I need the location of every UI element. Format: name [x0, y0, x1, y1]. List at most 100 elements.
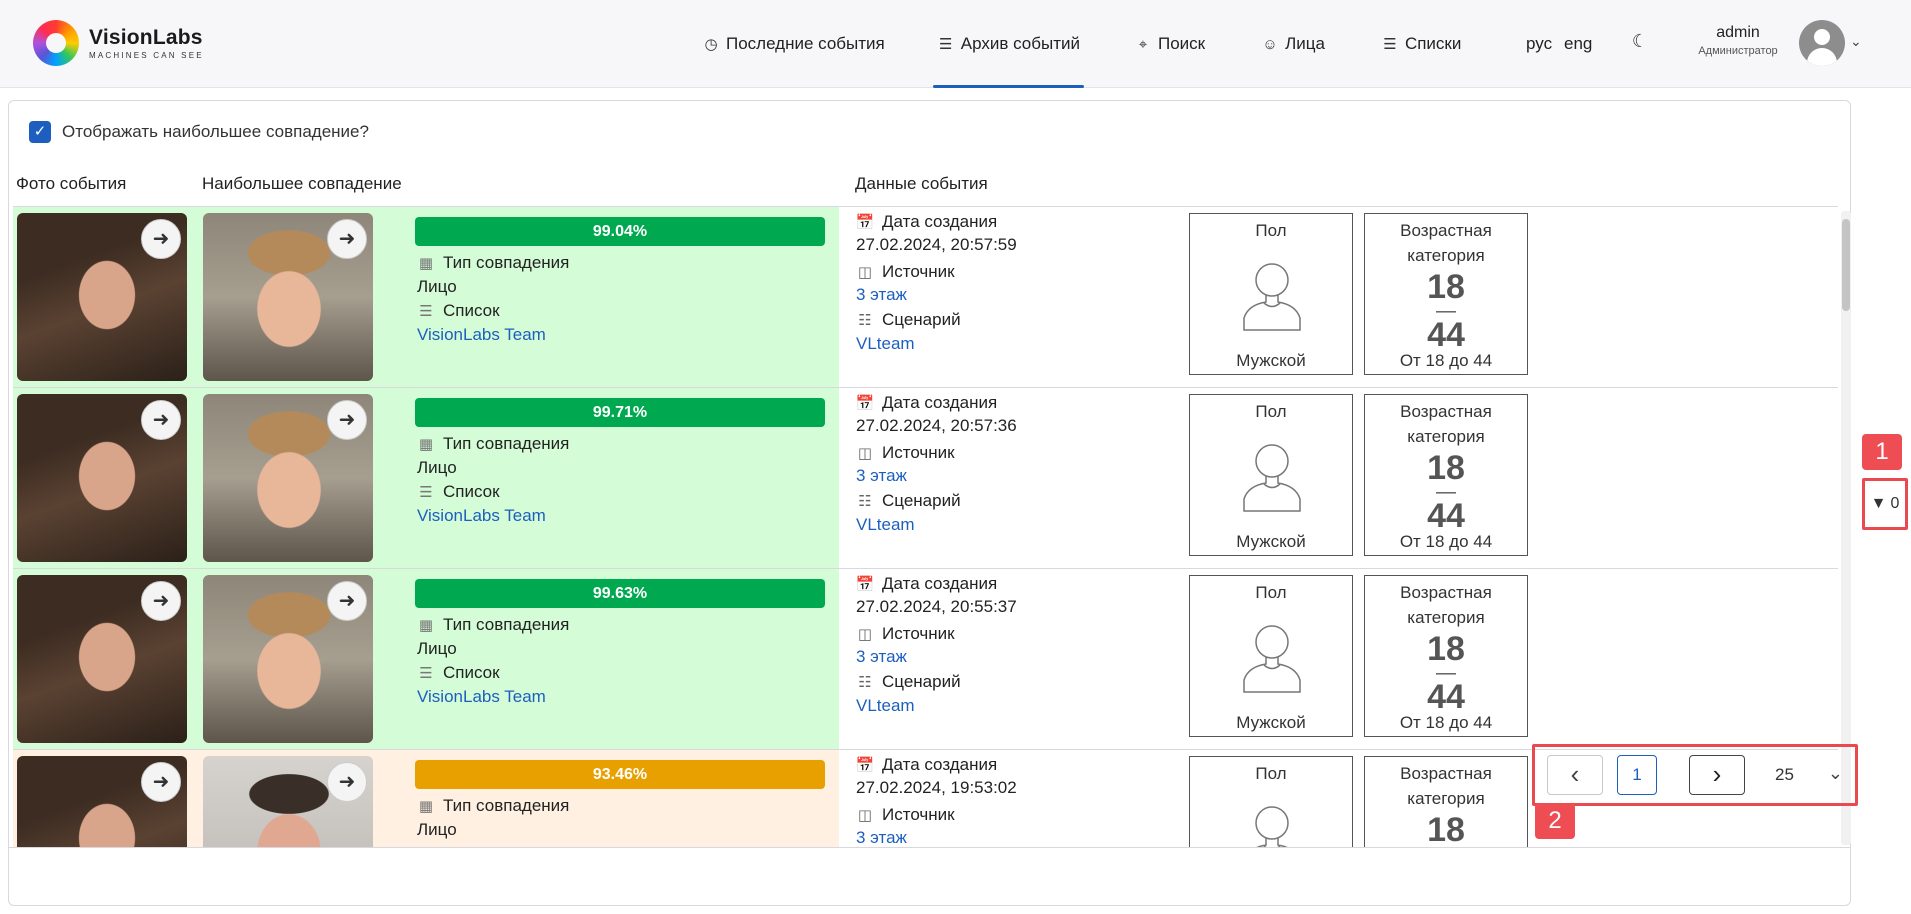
- nav-latest-events-label: Последние события: [726, 34, 885, 53]
- best-match-photo[interactable]: ➜: [203, 394, 373, 562]
- page-size-select[interactable]: 25 ⌄: [1757, 755, 1849, 795]
- column-header-event-photo: Фото события: [16, 174, 127, 193]
- events-panel: ✓ Отображать наибольшее совпадение? Фото…: [8, 100, 1851, 906]
- list-link[interactable]: VisionLabs Team: [417, 687, 546, 706]
- list-label: ☰Список: [415, 844, 499, 847]
- arrow-right-circle-icon[interactable]: ➜: [141, 581, 181, 621]
- avatar-icon[interactable]: [1799, 20, 1845, 66]
- list-label: ☰Список: [415, 482, 499, 502]
- arrow-right-circle-icon[interactable]: ➜: [327, 581, 367, 621]
- event-row[interactable]: ➜ ➜ 93.46% ▦Тип совпадения Лицо ☰Список 📅Дата …: [13, 750, 1838, 847]
- age-from: 18: [1427, 630, 1465, 668]
- nav-faces[interactable]: ☺ Лица: [1249, 0, 1337, 88]
- gender-title: Пол: [1255, 764, 1287, 783]
- list-icon: ☰: [415, 845, 437, 847]
- event-row[interactable]: ➜ ➜ 99.63% ▦ Тип совпадения Лицо ☰ Список Vision…: [13, 569, 1838, 750]
- column-header-event-data: Данные события: [855, 174, 988, 193]
- nav-event-archive[interactable]: ☰ Архив событий: [925, 0, 1092, 88]
- event-photo[interactable]: ➜: [17, 756, 187, 847]
- source-link[interactable]: 3 этаж: [856, 466, 907, 485]
- source-label: ◫ Источник: [854, 262, 955, 282]
- scenario-link[interactable]: VLteam: [856, 515, 915, 534]
- best-match-toggle[interactable]: ✓ Отображать наибольшее совпадение?: [29, 121, 369, 143]
- sliders-icon: ☷: [858, 674, 872, 691]
- chevron-down-icon[interactable]: ⌄: [1850, 33, 1862, 49]
- vertical-scrollbar[interactable]: [1841, 211, 1851, 845]
- page-size-value: 25: [1775, 765, 1794, 784]
- age-range-text: От 18 до 44: [1399, 532, 1493, 551]
- gender-card: Пол Мужской: [1189, 213, 1353, 375]
- filter-button[interactable]: ▼ 0: [1862, 478, 1908, 530]
- best-match-label: Отображать наибольшее совпадение?: [62, 122, 369, 141]
- event-row[interactable]: ➜ ➜ 99.04% ▦ Тип совпадения Лицо ☰ Список Vision…: [13, 207, 1838, 388]
- list-icon: ☰: [419, 665, 433, 682]
- age-separator: —: [1436, 481, 1456, 503]
- theme-toggle-moon-icon[interactable]: ☾: [1631, 31, 1649, 51]
- list-link[interactable]: VisionLabs Team: [417, 506, 546, 525]
- source-label: ◫ Источник: [854, 805, 955, 825]
- event-photo[interactable]: ➜: [17, 394, 187, 562]
- best-match-photo[interactable]: ➜: [203, 575, 373, 743]
- puzzle-icon: ▦: [418, 436, 434, 453]
- gender-value: Мужской: [1236, 532, 1306, 551]
- calendar-icon: 📅: [855, 576, 875, 593]
- app-header: VisionLabs MACHINES CAN SEE ◷ Последние …: [0, 0, 1911, 88]
- user-name: admin: [1716, 24, 1760, 41]
- created-label: 📅 Дата создания: [855, 574, 998, 593]
- arrow-right-circle-icon[interactable]: ➜: [141, 400, 181, 440]
- user-info[interactable]: admin Администратор: [1686, 24, 1790, 57]
- scrollbar-thumb[interactable]: [1842, 219, 1850, 311]
- event-row[interactable]: ➜ ➜ 99.71% ▦ Тип совпадения Лицо ☰ Список Vision…: [13, 388, 1838, 569]
- scenario-link[interactable]: VLteam: [856, 696, 915, 715]
- event-photo[interactable]: ➜: [17, 575, 187, 743]
- gender-value: Мужской: [1236, 713, 1306, 732]
- gender-card: Пол: [1189, 756, 1353, 847]
- similarity-score-bar: 93.46%: [415, 760, 825, 789]
- match-type-label: ▦ Тип совпадения: [415, 615, 569, 635]
- age-card: Возрастная категория 18—44 От 18 до 44: [1364, 575, 1528, 737]
- source-link[interactable]: 3 этаж: [856, 285, 907, 304]
- nav-search-label: Поиск: [1157, 34, 1206, 53]
- scenario-label: ☷ Сценарий: [854, 310, 960, 330]
- best-match-checkbox[interactable]: ✓: [29, 121, 51, 143]
- lang-ru[interactable]: рус: [1526, 34, 1553, 53]
- calendar-icon: 📅: [855, 395, 875, 412]
- crosshair-icon: ⌖: [1138, 35, 1148, 53]
- logo-ring-icon: [33, 20, 79, 66]
- age-range-text: От 18 до 44: [1399, 351, 1493, 370]
- chevron-down-icon: ⌄: [1827, 763, 1843, 783]
- source-link[interactable]: 3 этаж: [856, 828, 907, 847]
- page-number-button[interactable]: 1: [1617, 755, 1657, 795]
- age-separator: —: [1436, 662, 1456, 684]
- nav-lists[interactable]: ☰ Списки: [1369, 0, 1473, 88]
- arrow-right-circle-icon[interactable]: ➜: [327, 219, 367, 259]
- source-link[interactable]: 3 этаж: [856, 647, 907, 666]
- scenario-link[interactable]: VLteam: [856, 334, 915, 353]
- puzzle-icon: ▦: [418, 255, 434, 272]
- nav-latest-events[interactable]: ◷ Последние события: [690, 0, 897, 88]
- brand-logo[interactable]: VisionLabs MACHINES CAN SEE: [33, 20, 204, 66]
- match-type-value: Лицо: [417, 820, 457, 839]
- age-card: Возрастная категория 18—44 От 18 до 44: [1364, 213, 1528, 375]
- list-link[interactable]: VisionLabs Team: [417, 325, 546, 344]
- best-match-photo[interactable]: ➜: [203, 756, 373, 847]
- created-value: 27.02.2024, 20:57:59: [856, 235, 1017, 254]
- lang-en[interactable]: eng: [1564, 34, 1593, 53]
- event-photo[interactable]: ➜: [17, 213, 187, 381]
- list-label: ☰Список: [415, 663, 499, 683]
- arrow-right-circle-icon[interactable]: ➜: [327, 400, 367, 440]
- arrow-right-circle-icon[interactable]: ➜: [327, 762, 367, 802]
- best-match-photo[interactable]: ➜: [203, 213, 373, 381]
- prev-page-button[interactable]: ‹: [1547, 755, 1603, 795]
- next-page-button[interactable]: ›: [1689, 755, 1745, 795]
- arrow-right-circle-icon[interactable]: ➜: [141, 762, 181, 802]
- pagination: ‹ 1 › 25 ⌄: [1532, 744, 1858, 806]
- arrow-right-circle-icon[interactable]: ➜: [141, 219, 181, 259]
- age-title: Возрастная категория: [1400, 583, 1492, 627]
- age-from: 18: [1427, 811, 1465, 847]
- annotation-marker-2: 2: [1535, 803, 1575, 839]
- brand-tagline: MACHINES CAN SEE: [89, 51, 204, 60]
- gender-title: Пол: [1255, 583, 1287, 602]
- nav-search[interactable]: ⌖ Поиск: [1122, 0, 1217, 88]
- age-range-text: От 18 до 44: [1399, 713, 1493, 732]
